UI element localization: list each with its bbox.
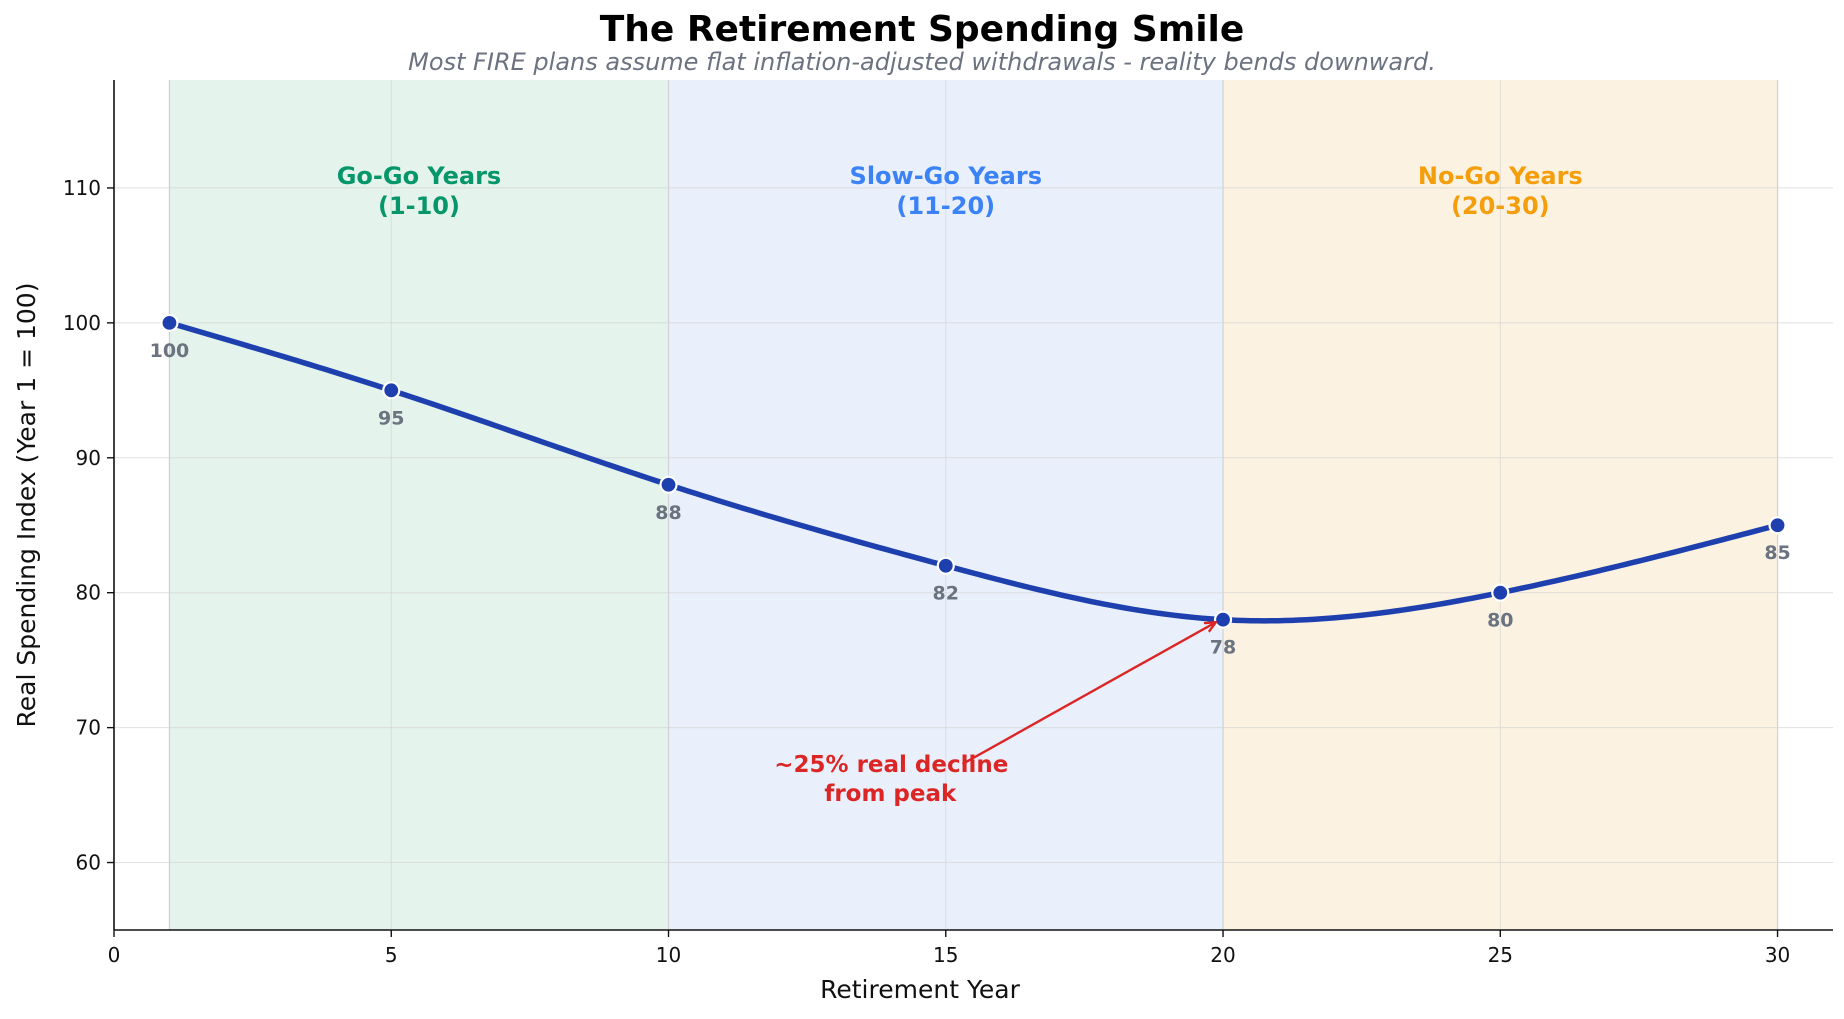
point-labels: 100 95 88 82 78 80 85 (150, 340, 1791, 659)
data-point-marker (936, 556, 955, 575)
data-point-marker (1491, 583, 1510, 602)
x-tick-label: 10 (656, 943, 681, 967)
phase-label-range: (11-20) (896, 192, 995, 220)
y-tick-label: 90 (76, 446, 101, 470)
annotation-text-line1: ~25% real decline (774, 752, 1008, 778)
y-tick-label: 70 (76, 716, 101, 740)
data-point-label: 82 (933, 583, 959, 605)
y-axis-title: Real Spending Index (Year 1 = 100) (12, 283, 41, 728)
phase-label-title: Slow-Go Years (850, 162, 1042, 190)
axes: 0 5 10 15 20 25 30 60 70 80 90 100 110 (63, 80, 1833, 967)
data-point-marker (160, 313, 179, 332)
y-tick-label: 80 (76, 581, 101, 605)
x-axis-title: Retirement Year (820, 975, 1020, 1004)
x-tick-label: 5 (385, 943, 398, 967)
annotation-arrow (961, 623, 1215, 766)
phase-band (169, 80, 669, 930)
y-tick-label: 100 (63, 311, 101, 335)
chart-subtitle: Most FIRE plans assume flat inflation-ad… (408, 48, 1436, 76)
y-tick-label: 110 (63, 176, 101, 200)
data-point-marker (1768, 516, 1787, 535)
y-tick-label: 60 (76, 851, 101, 875)
x-tick-label: 15 (933, 943, 958, 967)
chart-title: The Retirement Spending Smile (600, 9, 1245, 50)
x-tick-label: 30 (1765, 943, 1790, 967)
data-point-label: 88 (655, 502, 681, 524)
data-point-marker (659, 475, 678, 494)
data-point-label: 95 (378, 407, 404, 429)
annotation-text-line2: from peak (824, 781, 957, 807)
data-point-label: 78 (1210, 637, 1236, 659)
grid (113, 80, 1833, 930)
data-point-marker (1213, 610, 1233, 629)
phase-label-title: No-Go Years (1418, 162, 1583, 190)
phase-labels: Go-Go Years(1-10) Slow-Go Years(11-20) No-… (337, 162, 1583, 220)
annotation: ~25% real decline from peak (774, 623, 1215, 807)
data-point-label: 100 (150, 340, 190, 362)
phase-label-title: Go-Go Years (337, 162, 501, 190)
series (160, 313, 1787, 629)
x-tick-label: 25 (1488, 943, 1513, 967)
data-point-marker (382, 381, 401, 400)
x-tick-label: 20 (1210, 943, 1235, 967)
phase-label-range: (20-30) (1451, 192, 1550, 220)
phase-label-range: (1-10) (378, 192, 460, 220)
data-point-label: 85 (1764, 542, 1790, 564)
x-tick-label: 0 (108, 943, 121, 967)
data-point-label: 80 (1487, 610, 1513, 632)
